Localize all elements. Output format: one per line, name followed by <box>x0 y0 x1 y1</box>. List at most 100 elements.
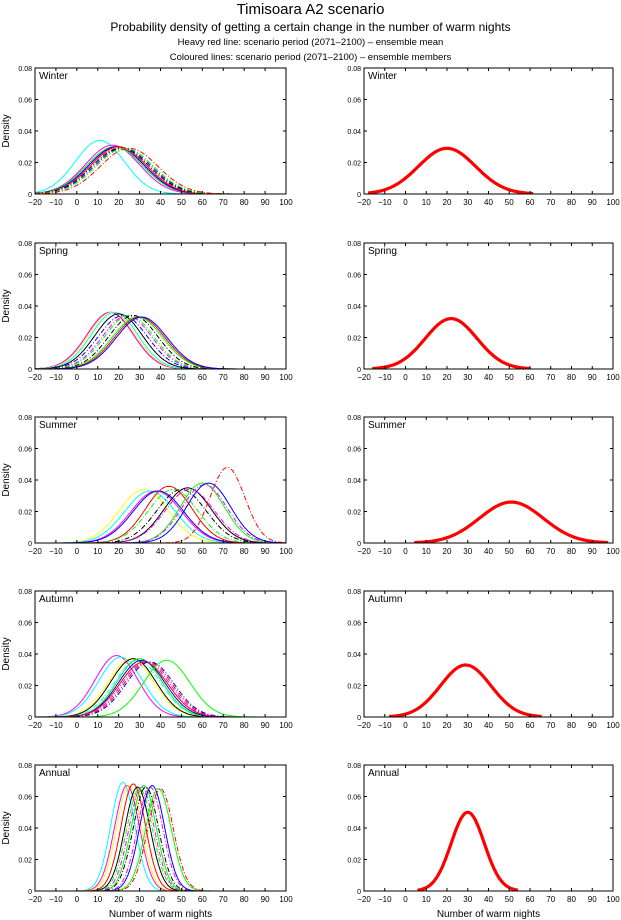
x-tick-label: 30 <box>463 373 472 382</box>
x-tick-label: 100 <box>279 547 293 556</box>
x-tick-label: 10 <box>93 895 102 904</box>
season-label: Spring <box>368 246 397 257</box>
x-tick-label: 60 <box>526 895 535 904</box>
x-tick-label: 60 <box>198 373 207 382</box>
y-tick-label: 0.04 <box>18 826 32 833</box>
y-tick-label: 0.02 <box>347 684 361 691</box>
x-tick-label: 60 <box>526 721 535 730</box>
x-tick-label: 30 <box>135 547 144 556</box>
x-tick-label: 90 <box>588 721 597 730</box>
x-tick-label: 80 <box>240 198 249 207</box>
x-tick-label: 0 <box>75 895 80 904</box>
member-curve <box>35 482 286 543</box>
season-label: Winter <box>368 71 398 82</box>
y-tick-label: 0 <box>357 541 361 548</box>
y-tick-label: 0 <box>357 367 361 374</box>
x-tick-label: 10 <box>93 373 102 382</box>
y-axis-label: Density <box>1 463 12 496</box>
x-tick-label: 80 <box>567 895 576 904</box>
x-tick-label: 50 <box>505 373 514 382</box>
y-tick-label: 0.08 <box>347 763 361 770</box>
x-tick-label: 100 <box>279 198 293 207</box>
x-tick-label: 80 <box>567 721 576 730</box>
y-axis-label: Density <box>1 637 12 670</box>
x-tick-label: 0 <box>75 198 80 207</box>
y-tick-label: 0.06 <box>18 98 32 105</box>
plot-frame <box>34 67 287 195</box>
member-curve <box>35 146 286 194</box>
x-tick-label: 10 <box>93 198 102 207</box>
x-tick-label: −10 <box>378 721 392 730</box>
x-tick-label: 90 <box>261 547 270 556</box>
member-curve <box>35 786 286 891</box>
season-label: Annual <box>368 768 399 779</box>
x-tick-label: 40 <box>484 373 493 382</box>
y-tick-label: 0.06 <box>347 447 361 454</box>
x-tick-label: 10 <box>93 547 102 556</box>
member-curve <box>35 144 286 194</box>
x-tick-label: 100 <box>279 895 293 904</box>
x-tick-label: −20 <box>28 373 42 382</box>
y-tick-label: 0.08 <box>347 589 361 596</box>
y-tick-label: 0.04 <box>18 478 32 485</box>
ensemble-mean-curve <box>371 317 531 369</box>
y-tick-label: 0.02 <box>18 161 32 168</box>
x-tick-label: 90 <box>588 373 597 382</box>
x-tick-label: 0 <box>403 373 408 382</box>
y-tick-label: 0.08 <box>18 241 32 248</box>
x-tick-label: 20 <box>443 721 452 730</box>
x-tick-label: 90 <box>261 373 270 382</box>
season-label: Autumn <box>39 594 73 605</box>
x-tick-label: 90 <box>588 198 597 207</box>
member-curve <box>35 146 286 194</box>
plot-frame <box>34 590 287 718</box>
member-curve <box>35 484 286 543</box>
x-tick-label: 80 <box>567 547 576 556</box>
member-curve <box>35 147 286 194</box>
figure-subtitle: Probability density of getting a certain… <box>110 20 511 34</box>
y-tick-label: 0.02 <box>347 336 361 343</box>
x-tick-label: 80 <box>240 373 249 382</box>
y-tick-label: 0 <box>357 715 361 722</box>
x-tick-label: 20 <box>114 721 123 730</box>
x-tick-label: 30 <box>463 721 472 730</box>
x-tick-label: 40 <box>484 721 493 730</box>
member-curve <box>35 314 286 369</box>
x-tick-label: −20 <box>357 547 371 556</box>
member-curve <box>35 311 286 369</box>
x-tick-label: 10 <box>422 547 431 556</box>
x-tick-label: −20 <box>28 721 42 730</box>
x-tick-label: 40 <box>484 895 493 904</box>
x-tick-label: 90 <box>261 895 270 904</box>
member-curve <box>35 784 286 891</box>
x-tick-label: 40 <box>156 721 165 730</box>
x-tick-label: 40 <box>156 198 165 207</box>
member-curve <box>35 658 286 717</box>
y-axis-label: Density <box>1 114 12 147</box>
member-curve <box>35 656 286 717</box>
x-axis-label: Number of warm nights <box>109 909 212 920</box>
x-tick-label: 10 <box>422 373 431 382</box>
x-tick-label: 50 <box>505 721 514 730</box>
y-tick-label: 0.04 <box>18 304 32 311</box>
x-tick-label: 50 <box>505 198 514 207</box>
x-tick-label: 80 <box>567 373 576 382</box>
x-tick-label: −10 <box>49 895 63 904</box>
y-tick-label: 0.08 <box>347 66 361 73</box>
y-tick-label: 0.06 <box>347 795 361 802</box>
x-tick-label: 40 <box>156 895 165 904</box>
member-curve <box>35 146 286 194</box>
y-tick-label: 0.08 <box>18 589 32 596</box>
x-tick-label: 50 <box>177 373 186 382</box>
x-tick-label: 0 <box>75 721 80 730</box>
y-tick-label: 0 <box>28 889 32 896</box>
member-curve <box>35 487 286 543</box>
x-tick-label: 30 <box>463 895 472 904</box>
member-curve <box>35 311 286 369</box>
member-curve <box>35 781 286 891</box>
x-tick-label: 30 <box>135 373 144 382</box>
x-tick-label: 10 <box>422 721 431 730</box>
y-tick-label: 0.06 <box>347 273 361 280</box>
member-curve <box>35 784 286 891</box>
x-tick-label: 50 <box>177 721 186 730</box>
